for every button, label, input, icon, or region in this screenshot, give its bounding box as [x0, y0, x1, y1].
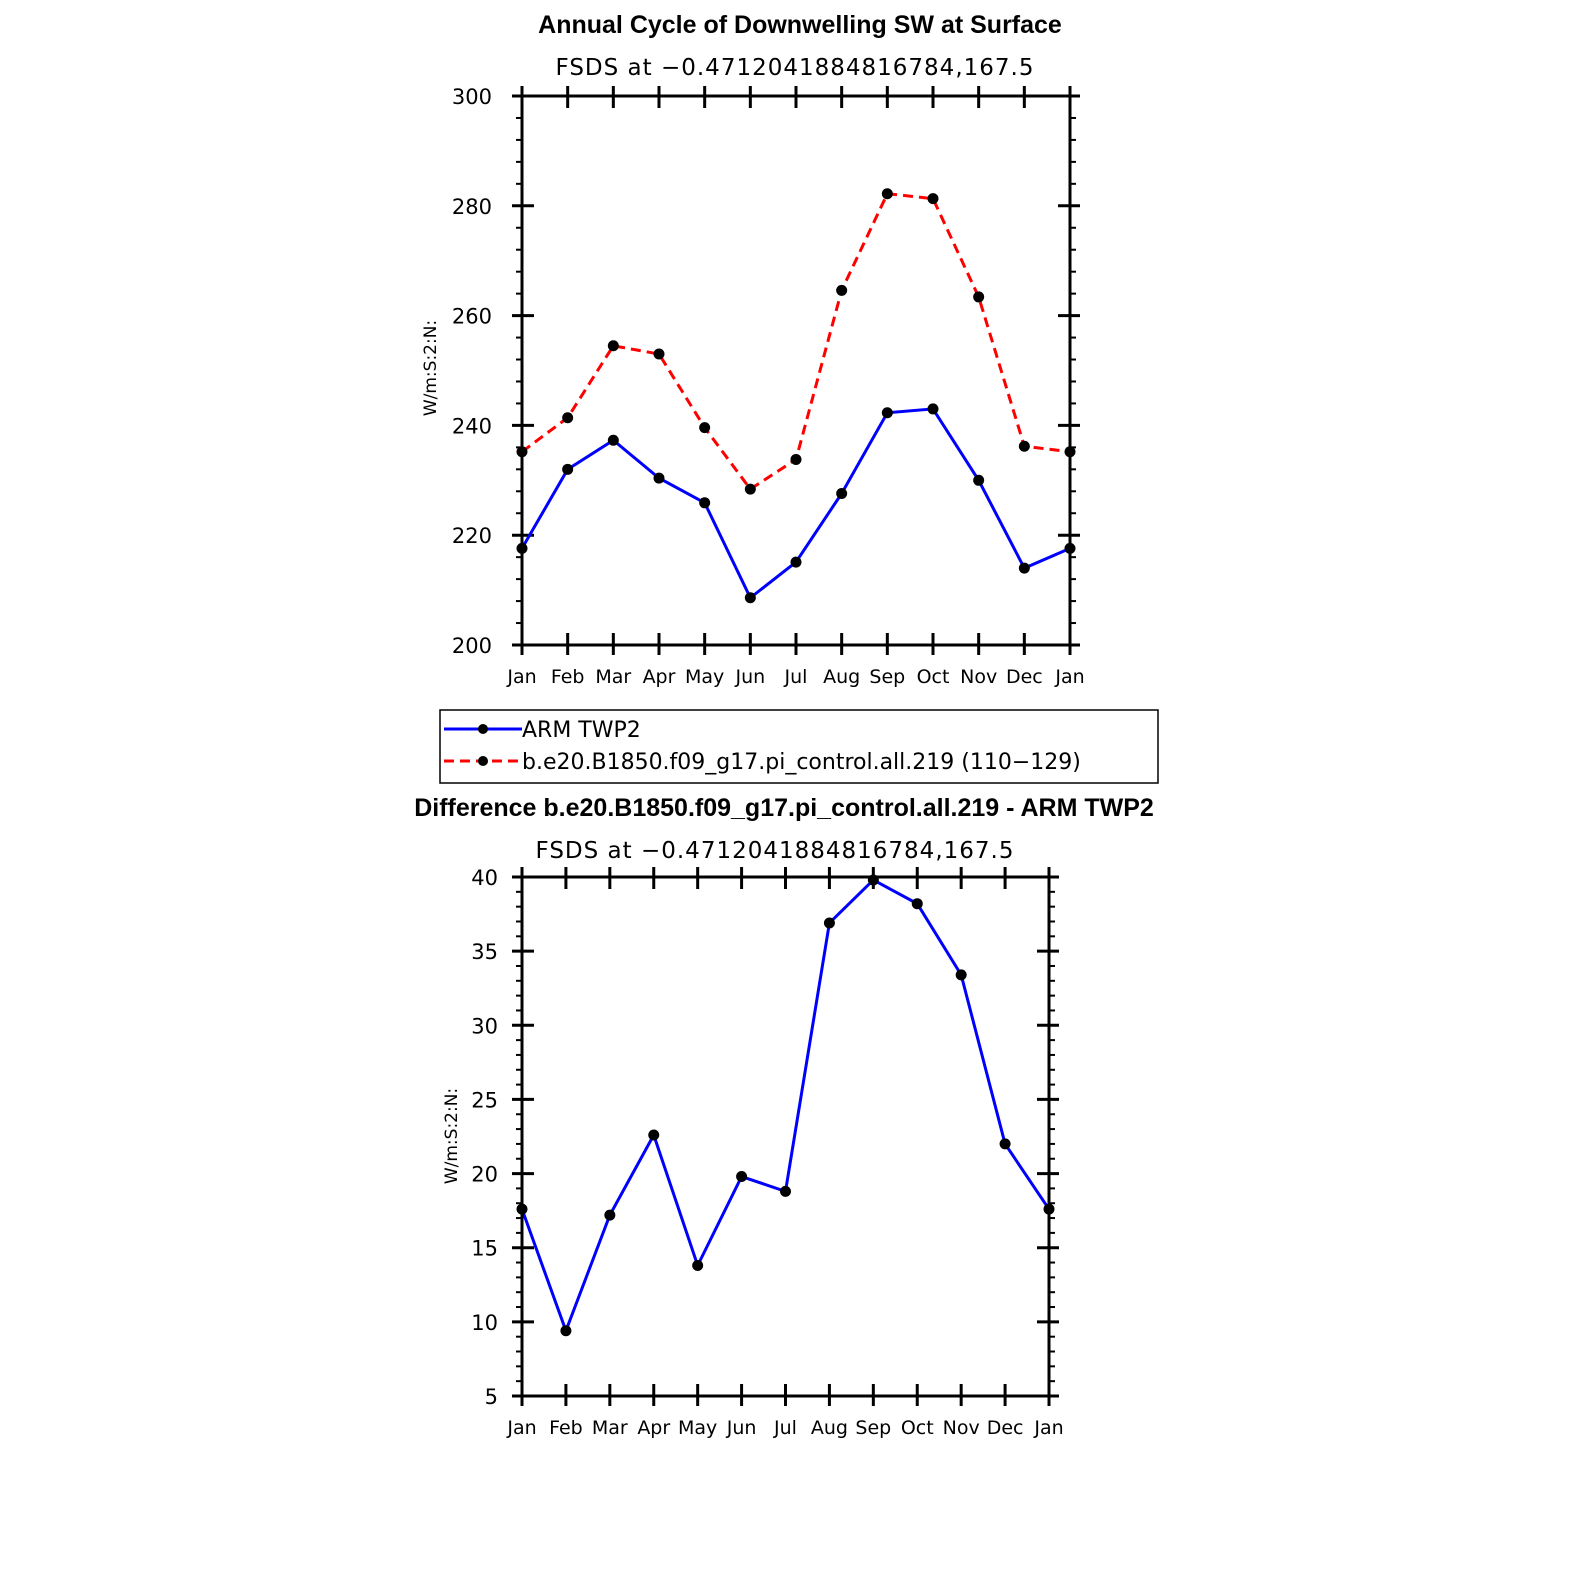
series-layer — [516, 188, 1076, 604]
data-point — [562, 463, 574, 475]
data-point — [973, 474, 985, 486]
x-tick-label: Oct — [901, 1417, 934, 1439]
legend-box — [439, 709, 1159, 784]
data-point — [927, 403, 939, 415]
series-layer — [516, 874, 1055, 1337]
x-tick-label: Mar — [595, 666, 631, 688]
data-point — [607, 434, 619, 446]
x-tick-label: Jan — [1054, 666, 1084, 688]
data-point — [699, 422, 711, 434]
data-point — [604, 1209, 616, 1221]
y-tick-label: 20 — [471, 1163, 498, 1187]
plot-frame — [520, 875, 1051, 1398]
x-tick-label: Sep — [855, 1417, 891, 1439]
y-tick-label: 30 — [471, 1014, 498, 1038]
axes-ticks — [512, 867, 1059, 1406]
data-point — [744, 483, 756, 495]
x-tick-label: Jan — [506, 1417, 536, 1439]
data-point — [780, 1185, 791, 1197]
y-tick-label: 35 — [471, 940, 498, 964]
x-tick-label: Mar — [592, 1417, 628, 1439]
data-point — [790, 556, 802, 568]
series-line-0 — [520, 407, 1071, 601]
y-tick-label: 200 — [452, 634, 492, 658]
data-point — [744, 592, 756, 604]
data-point — [973, 291, 985, 303]
y-tick-label: 220 — [452, 524, 492, 548]
x-tick-label: Apr — [637, 1417, 670, 1439]
data-point — [560, 1325, 572, 1337]
y-tick-label: 5 — [485, 1385, 498, 1409]
data-point — [927, 193, 939, 205]
data-point — [790, 453, 802, 465]
data-point — [955, 969, 967, 981]
x-tick-label: Nov — [960, 666, 997, 688]
difference-chart: Difference b.e20.B1850.f09_g17.pi_contro… — [414, 794, 1154, 1439]
x-tick-label: Oct — [917, 666, 950, 688]
x-tick-label: Apr — [643, 666, 676, 688]
x-tick-labels: Jan Feb Mar Apr May Jun Jul Aug Sep Oct … — [506, 666, 1084, 688]
series-line-0 — [520, 878, 1051, 1336]
plot-frame — [520, 94, 1072, 647]
x-tick-label: Jun — [734, 666, 765, 688]
y-axis-label: W/m:S:2:N: — [442, 1088, 462, 1184]
x-tick-label: Nov — [943, 1417, 980, 1439]
y-tick-label: 280 — [452, 195, 492, 219]
x-tick-label: May — [678, 1417, 717, 1439]
data-point — [881, 407, 893, 419]
data-point — [607, 340, 619, 352]
data-point — [1018, 440, 1030, 452]
data-point — [653, 348, 665, 360]
legend-label-model: b.e20.B1850.f09_g17.pi_control.all.219 (… — [522, 750, 1081, 775]
data-point — [823, 917, 835, 929]
y-tick-label: 40 — [471, 866, 498, 890]
data-point — [1018, 562, 1030, 574]
data-point — [736, 1171, 748, 1183]
x-tick-label: Aug — [823, 666, 860, 688]
y-tick-label: 15 — [471, 1237, 498, 1261]
y-tick-labels: 200 220 240 260 280 300 — [452, 85, 492, 658]
legend-marker-model — [478, 756, 488, 766]
x-tick-label: Jan — [1033, 1417, 1063, 1439]
x-tick-label: Jul — [784, 666, 808, 688]
x-tick-label: Feb — [549, 1417, 583, 1439]
x-tick-label: Jan — [506, 666, 536, 688]
data-point — [911, 898, 923, 910]
legend-marker-arm — [478, 724, 488, 734]
chart-subtitle: FSDS at −0.4712041884816784,167.5 — [536, 838, 1015, 864]
x-tick-label: Sep — [869, 666, 905, 688]
y-tick-label: 300 — [452, 85, 492, 109]
x-tick-label: Dec — [987, 1417, 1024, 1439]
x-tick-label: Dec — [1006, 666, 1043, 688]
data-point — [881, 188, 893, 200]
data-point — [699, 497, 711, 509]
data-point — [836, 284, 848, 296]
y-tick-label: 25 — [471, 1088, 498, 1112]
data-point — [999, 1138, 1011, 1150]
y-axis-label: W/m:S:2:N: — [421, 320, 441, 416]
y-tick-label: 260 — [452, 305, 492, 329]
legend-label-arm: ARM TWP2 — [522, 718, 641, 743]
x-tick-label: Jul — [773, 1417, 797, 1439]
data-point — [653, 472, 665, 484]
y-tick-label: 240 — [452, 414, 492, 438]
data-point — [692, 1260, 704, 1272]
x-tick-labels: Jan Feb Mar Apr May Jun Jul Aug Sep Oct … — [506, 1417, 1063, 1439]
y-tick-labels: 5 10 15 20 25 30 35 40 — [471, 866, 498, 1409]
chart-subtitle: FSDS at −0.4712041884816784,167.5 — [556, 55, 1035, 81]
chart-title: Difference b.e20.B1850.f09_g17.pi_contro… — [414, 794, 1154, 822]
x-tick-label: Jun — [726, 1417, 757, 1439]
chart-title: Annual Cycle of Downwelling SW at Surfac… — [538, 11, 1062, 39]
data-point — [648, 1129, 660, 1141]
x-tick-label: May — [685, 666, 724, 688]
data-point — [562, 412, 574, 424]
annual-cycle-chart: Annual Cycle of Downwelling SW at Surfac… — [421, 11, 1085, 688]
legend: ARM TWP2 b.e20.B1850.f09_g17.pi_control.… — [439, 709, 1159, 784]
x-tick-label: Feb — [551, 666, 585, 688]
data-point — [836, 487, 848, 499]
y-tick-label: 10 — [471, 1311, 498, 1335]
x-tick-label: Aug — [811, 1417, 848, 1439]
